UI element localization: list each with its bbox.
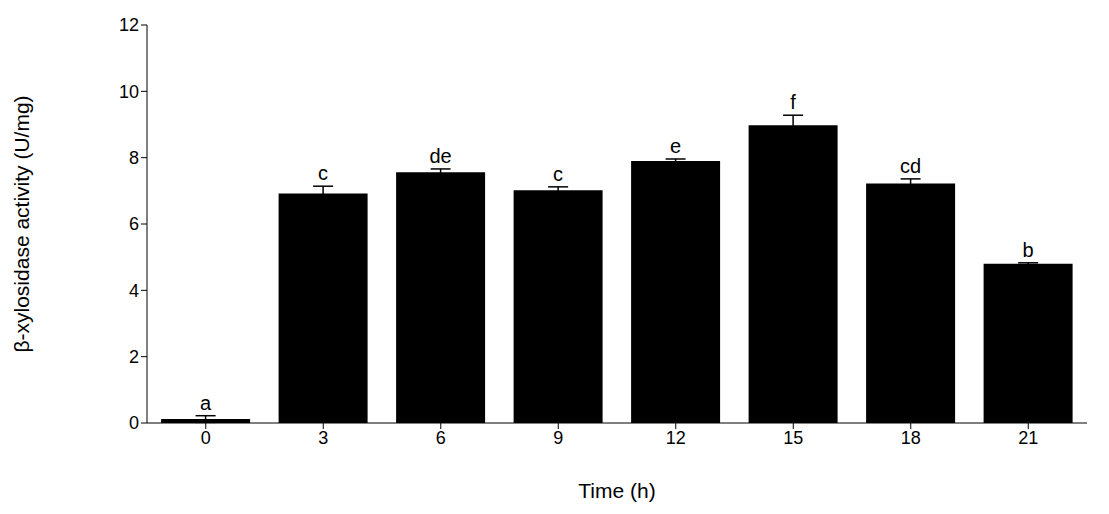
svg-text:21: 21 xyxy=(1018,428,1038,448)
svg-text:cd: cd xyxy=(900,155,921,177)
svg-text:2: 2 xyxy=(129,347,139,367)
svg-text:3: 3 xyxy=(318,428,328,448)
svg-text:6: 6 xyxy=(129,214,139,234)
svg-text:6: 6 xyxy=(436,428,446,448)
svg-text:f: f xyxy=(790,91,796,113)
svg-text:β-xylosidase activity (U/mg): β-xylosidase activity (U/mg) xyxy=(10,95,33,352)
svg-text:e: e xyxy=(670,135,681,157)
svg-text:18: 18 xyxy=(901,428,921,448)
svg-text:4: 4 xyxy=(129,281,139,301)
svg-text:Time (h): Time (h) xyxy=(578,479,655,502)
svg-text:c: c xyxy=(553,163,563,185)
svg-text:0: 0 xyxy=(201,428,211,448)
svg-text:12: 12 xyxy=(119,15,139,35)
svg-text:15: 15 xyxy=(783,428,803,448)
svg-text:b: b xyxy=(1023,239,1034,261)
svg-text:10: 10 xyxy=(119,82,139,102)
svg-text:0: 0 xyxy=(129,413,139,433)
svg-text:12: 12 xyxy=(666,428,686,448)
svg-text:de: de xyxy=(429,145,451,167)
svg-text:8: 8 xyxy=(129,148,139,168)
svg-text:a: a xyxy=(200,392,212,414)
svg-text:9: 9 xyxy=(553,428,563,448)
svg-text:c: c xyxy=(318,162,328,184)
